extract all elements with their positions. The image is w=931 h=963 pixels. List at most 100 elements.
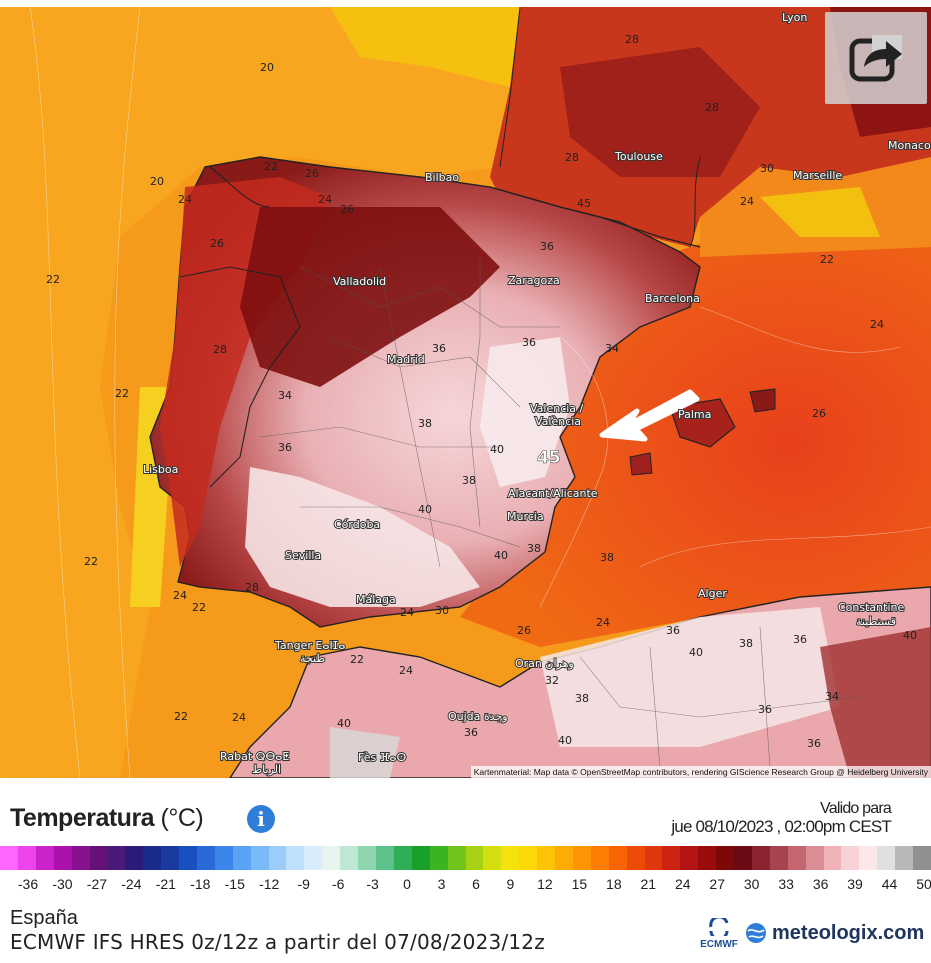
city-label: Toulouse xyxy=(614,150,663,163)
temp-label: 32 xyxy=(545,674,559,687)
color-scale-swatch xyxy=(787,846,807,870)
city-label: Zaragoza xyxy=(508,274,560,287)
color-scale-tick: 0 xyxy=(403,876,411,892)
color-scale-swatch xyxy=(89,846,108,870)
city-labels: Lyon Bilbao Toulouse Marseille Monaco Va… xyxy=(142,10,931,777)
temp-label: 26 xyxy=(812,407,826,420)
temp-label: 40 xyxy=(689,646,703,659)
temp-label: 40 xyxy=(418,503,432,516)
color-scale-tick: 18 xyxy=(606,876,622,892)
temperature-labels: 20 20 22 24 26 26 28 28 28 22 24 26 22 2… xyxy=(46,33,917,750)
temp-label: 24 xyxy=(173,589,187,602)
temp-label: 34 xyxy=(605,342,619,355)
temp-label: 40 xyxy=(494,549,508,562)
city-label: Madrid xyxy=(387,353,425,366)
temp-label: 38 xyxy=(418,417,432,430)
city-label: Lyon xyxy=(782,11,807,24)
color-scale-swatch xyxy=(608,846,628,870)
color-scale-swatch xyxy=(680,846,699,870)
temp-label: 20 xyxy=(260,61,274,74)
color-scale-swatch xyxy=(895,846,914,870)
city-label: Valladolid xyxy=(333,275,386,288)
color-scale-tick: 36 xyxy=(812,876,829,892)
color-scale-swatch xyxy=(644,846,663,870)
color-scale-swatch xyxy=(877,846,896,870)
algeria-hot-area xyxy=(540,607,840,747)
valid-time: Valido para jue 08/10/2023 , 02:00pm CES… xyxy=(671,800,891,836)
temp-label: 40 xyxy=(558,734,572,747)
temp-label: 28 xyxy=(705,101,719,114)
legend-unit: (°C) xyxy=(160,804,204,832)
city-label: Alger xyxy=(698,587,727,600)
region-name: España xyxy=(10,907,78,929)
temperature-map[interactable]: Lyon Bilbao Toulouse Marseille Monaco Va… xyxy=(0,7,931,778)
color-scale-swatch xyxy=(590,846,610,870)
temp-label: 36 xyxy=(432,342,446,355)
temp-label: 28 xyxy=(245,581,259,594)
temp-label: 22 xyxy=(264,160,278,173)
color-scale-tick: 30 xyxy=(743,876,760,892)
color-scale-tick: -6 xyxy=(331,876,345,892)
legend-title: Temperatura (°C) xyxy=(10,804,204,833)
temp-label: 26 xyxy=(210,237,224,250)
north-yellow-area xyxy=(330,7,520,87)
color-scale-swatch xyxy=(626,846,646,870)
city-label: Sevilla xyxy=(285,549,321,562)
color-scale-swatch xyxy=(53,846,73,870)
temp-label: 22 xyxy=(820,253,834,266)
model-run-info: ECMWF IFS HRES 0z/12z a partir del 07/08… xyxy=(10,930,545,954)
city-label: Fès ⴼⴰⵙ xyxy=(358,751,406,764)
color-scale-swatch xyxy=(268,846,287,870)
city-label: Córdoba xyxy=(334,518,380,531)
temp-label: 30 xyxy=(435,604,449,617)
share-button[interactable] xyxy=(825,12,927,104)
map-svg: Lyon Bilbao Toulouse Marseille Monaco Va… xyxy=(0,7,931,778)
portugal-border xyxy=(179,166,301,488)
france-hot-area xyxy=(560,47,760,177)
meteologix-logo[interactable]: meteologix.com xyxy=(744,921,924,945)
color-scale-tick: -15 xyxy=(224,876,245,892)
city-label: Barcelona xyxy=(645,292,700,305)
color-scale-swatch xyxy=(71,846,90,870)
color-scale-swatch xyxy=(35,846,55,870)
mallorca xyxy=(669,398,736,448)
color-scale-swatch xyxy=(411,846,431,870)
tunisia-hot-area xyxy=(820,627,931,778)
color-scale-tick: -24 xyxy=(121,876,142,892)
france-coast xyxy=(499,7,701,248)
color-scale-swatch xyxy=(107,846,126,870)
temp-label: 36 xyxy=(540,240,554,253)
color-scale-swatch xyxy=(286,846,305,870)
color-scale-swatch xyxy=(662,846,681,870)
color-scale-swatch xyxy=(125,846,144,870)
temp-label: 36 xyxy=(807,737,821,750)
temp-label: 36 xyxy=(758,703,772,716)
temp-label: 24 xyxy=(318,193,332,206)
temp-label: 38 xyxy=(527,542,541,555)
temp-label: 40 xyxy=(337,717,351,730)
gulf-yellow-patch xyxy=(760,187,880,237)
temp-label: 38 xyxy=(600,551,614,564)
city-label: Marseille xyxy=(793,169,842,182)
atlantic-band xyxy=(0,7,520,778)
color-scale-swatch xyxy=(716,846,735,870)
color-scale-tick: 39 xyxy=(847,876,863,892)
color-scale-swatch xyxy=(17,846,37,870)
temp-label: 24 xyxy=(400,606,414,619)
color-scale-tick: -21 xyxy=(155,876,176,892)
color-scale-swatch xyxy=(572,846,592,870)
color-scale-swatch xyxy=(805,846,825,870)
color-scale-swatch xyxy=(519,846,538,870)
ecmwf-label: ECMWF xyxy=(700,939,738,950)
isotherm-lines xyxy=(29,7,931,778)
temp-label: 20 xyxy=(150,175,164,188)
meseta-hot-area xyxy=(240,207,500,387)
temp-label: 45 xyxy=(577,197,591,210)
info-icon[interactable]: i xyxy=(247,805,275,833)
map-attribution: Kartenmaterial: Map data © OpenStreetMap… xyxy=(470,766,931,778)
temp-label: 30 xyxy=(760,162,774,175)
color-scale-swatch xyxy=(823,846,842,870)
city-label: Lisboa xyxy=(143,463,178,476)
color-scale-swatch xyxy=(375,846,395,870)
temp-label: 26 xyxy=(340,203,354,216)
